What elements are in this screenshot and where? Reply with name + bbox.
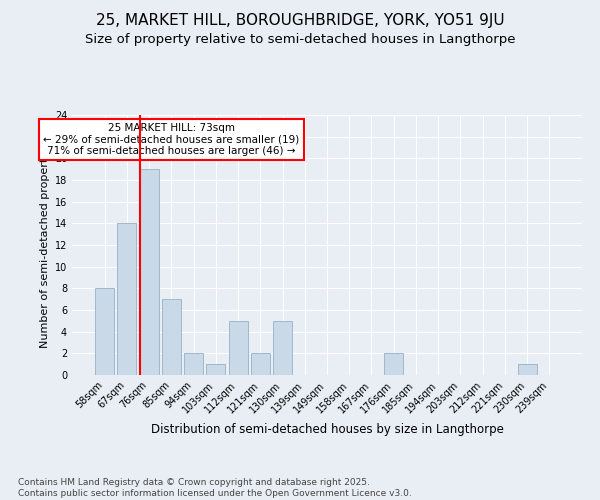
Bar [184, 354, 203, 375]
Text: Contains HM Land Registry data © Crown copyright and database right 2025.
Contai: Contains HM Land Registry data © Crown c… [18, 478, 412, 498]
Y-axis label: Number of semi-detached properties: Number of semi-detached properties [40, 142, 50, 348]
Bar [206, 364, 225, 375]
Bar [95, 288, 114, 375]
Bar [251, 354, 270, 375]
Text: Size of property relative to semi-detached houses in Langthorpe: Size of property relative to semi-detach… [85, 32, 515, 46]
Text: 25 MARKET HILL: 73sqm
← 29% of semi-detached houses are smaller (19)
71% of semi: 25 MARKET HILL: 73sqm ← 29% of semi-deta… [43, 123, 299, 156]
X-axis label: Distribution of semi-detached houses by size in Langthorpe: Distribution of semi-detached houses by … [151, 423, 503, 436]
Bar [384, 354, 403, 375]
Bar [229, 321, 248, 375]
Bar [140, 169, 158, 375]
Bar [273, 321, 292, 375]
Bar [518, 364, 536, 375]
Text: 25, MARKET HILL, BOROUGHBRIDGE, YORK, YO51 9JU: 25, MARKET HILL, BOROUGHBRIDGE, YORK, YO… [95, 12, 505, 28]
Bar [162, 299, 181, 375]
Bar [118, 224, 136, 375]
